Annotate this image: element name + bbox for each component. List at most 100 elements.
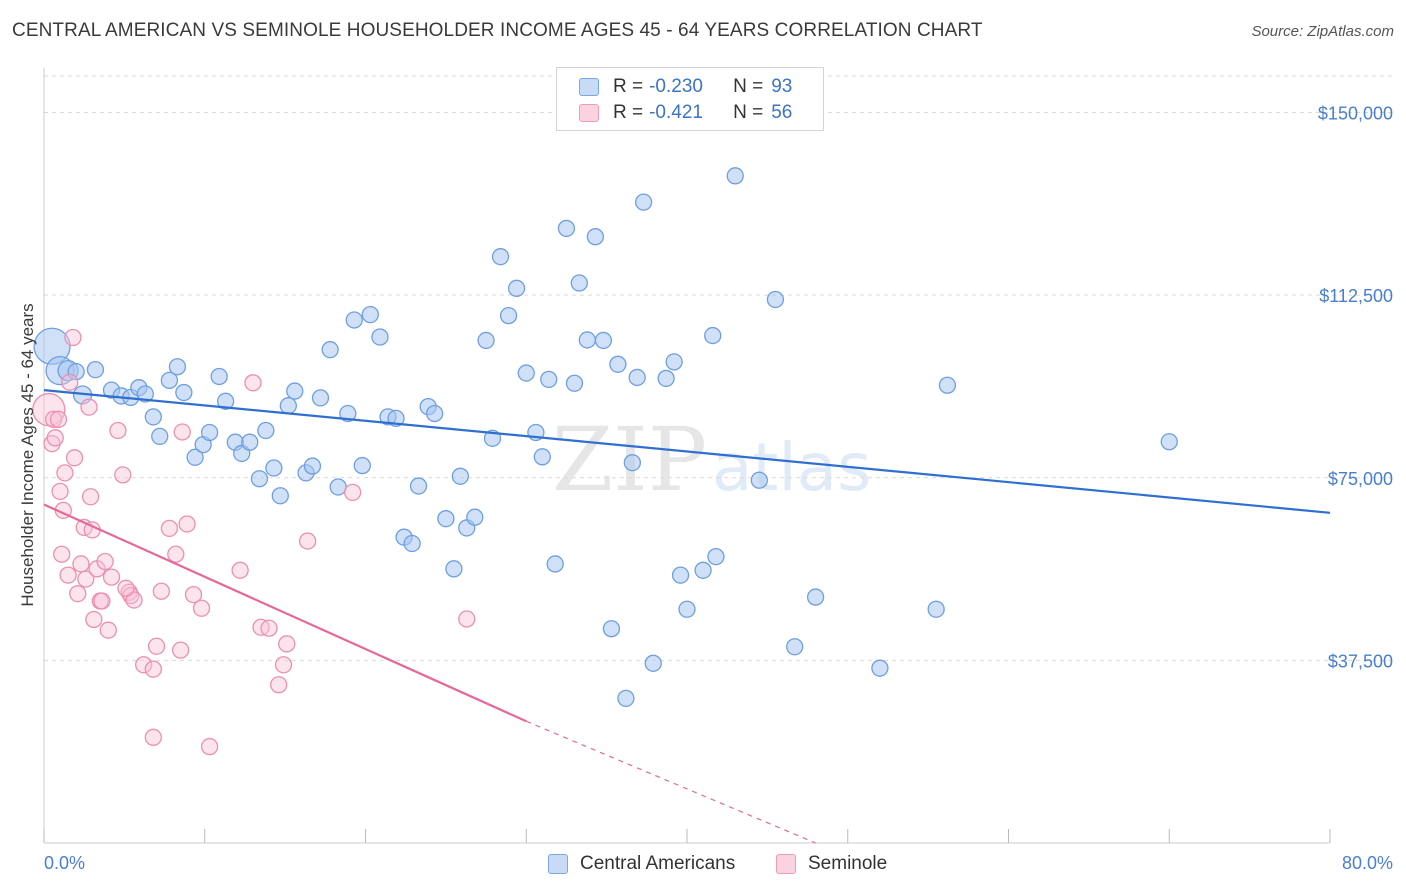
point-central-americans — [144, 408, 162, 426]
legend-r-label: R = — [613, 102, 644, 123]
legend-r-label: R = — [613, 76, 644, 97]
data-points — [32, 167, 1178, 756]
point-central-americans — [1160, 433, 1178, 451]
point-central-americans — [628, 368, 646, 387]
point-central-americans — [265, 459, 283, 477]
point-central-americans — [437, 510, 455, 528]
point-central-americans — [210, 367, 228, 386]
point-seminole — [270, 676, 288, 694]
point-central-americans — [329, 478, 347, 496]
correlation-legend: R = -0.230 N = 93 R = -0.421 N = 56 — [556, 67, 824, 131]
point-seminole — [244, 374, 262, 392]
series-label-central-americans: Central Americans — [580, 853, 736, 874]
legend-n-value: 93 — [771, 76, 793, 97]
point-seminole — [99, 621, 117, 639]
series-legend-central-americans: Central Americans — [548, 851, 735, 877]
point-central-americans — [491, 248, 510, 266]
point-seminole — [171, 641, 190, 659]
point-seminole — [144, 728, 162, 746]
source-credit: Source: ZipAtlas.com — [1251, 23, 1394, 40]
point-central-americans — [409, 477, 428, 495]
point-seminole — [114, 466, 132, 484]
point-seminole — [160, 519, 179, 538]
point-central-americans — [634, 193, 653, 211]
point-central-americans — [726, 167, 744, 185]
point-seminole — [117, 579, 135, 597]
legend-n-label: N = — [733, 102, 764, 123]
point-seminole — [458, 610, 476, 628]
point-central-americans — [425, 404, 444, 423]
point-central-americans — [806, 588, 825, 606]
point-seminole — [80, 398, 98, 416]
point-seminole — [102, 568, 121, 586]
point-central-americans — [704, 326, 722, 345]
point-central-americans — [353, 456, 371, 475]
legend-n-value: 56 — [771, 102, 793, 123]
series-label-seminole: Seminole — [808, 853, 888, 874]
point-central-americans — [594, 331, 613, 350]
trend-line-seminole — [43, 503, 527, 723]
point-central-americans — [671, 566, 690, 584]
point-central-americans — [623, 454, 641, 472]
point-seminole — [192, 599, 211, 617]
point-central-americans — [250, 470, 269, 488]
point-seminole — [167, 545, 185, 563]
y-tick-label: $75,000 — [1328, 469, 1393, 489]
point-central-americans — [533, 448, 551, 466]
x-tick-label-min: 0.0% — [44, 853, 85, 873]
point-seminole — [93, 592, 111, 610]
series-swatch-central-americans — [548, 854, 568, 874]
axes — [43, 68, 1331, 844]
point-seminole — [184, 585, 203, 604]
point-seminole — [61, 373, 79, 391]
point-central-americans — [707, 548, 725, 566]
point-central-americans — [938, 376, 957, 394]
point-seminole — [298, 532, 317, 550]
x-tick-label-max: 80.0% — [1342, 853, 1393, 873]
trend-line-seminole-extension — [526, 720, 816, 844]
point-seminole — [278, 635, 296, 653]
point-central-americans — [466, 508, 484, 526]
point-central-americans — [678, 600, 696, 618]
point-central-americans — [557, 219, 576, 238]
point-seminole — [65, 449, 84, 467]
point-central-americans — [586, 228, 605, 246]
point-central-americans — [657, 369, 675, 388]
point-seminole — [178, 515, 196, 533]
watermark: ZIP atlas — [552, 408, 872, 511]
point-central-americans — [871, 659, 889, 677]
point-central-americans — [241, 433, 259, 451]
series-swatch-seminole — [776, 854, 796, 874]
point-central-americans — [168, 358, 187, 376]
point-central-americans — [927, 600, 945, 618]
point-central-americans — [271, 487, 289, 505]
point-seminole — [81, 488, 100, 506]
point-central-americans — [257, 421, 275, 440]
point-central-americans — [609, 355, 627, 373]
point-central-americans — [286, 382, 304, 400]
legend-row-seminole: R = -0.421 N = 56 — [579, 101, 792, 125]
point-central-americans — [665, 353, 683, 371]
tick-labels: $37,500 $75,000 $112,500 $150,000 0.0% 80.0% — [44, 104, 1393, 873]
point-seminole — [343, 483, 362, 502]
point-seminole — [125, 591, 143, 609]
point-seminole — [77, 570, 95, 588]
legend-r-value: -0.230 — [649, 76, 703, 97]
point-seminole — [69, 585, 87, 603]
point-seminole — [44, 410, 63, 428]
legend-r-value: -0.421 — [649, 102, 703, 123]
point-central-americans — [279, 397, 297, 415]
point-seminole — [72, 555, 90, 573]
point-central-americans — [517, 364, 535, 382]
chart-title: CENTRAL AMERICAN VS SEMINOLE HOUSEHOLDER… — [12, 20, 983, 41]
point-seminole — [53, 545, 71, 563]
point-central-americans — [546, 555, 564, 573]
y-tick-label: $112,500 — [1319, 286, 1393, 306]
point-central-americans — [216, 392, 235, 410]
point-central-americans — [403, 534, 421, 553]
point-central-americans — [644, 654, 662, 672]
point-seminole — [51, 482, 69, 501]
point-central-americans — [136, 385, 154, 403]
point-central-americans — [86, 361, 105, 379]
point-central-americans — [750, 471, 768, 489]
